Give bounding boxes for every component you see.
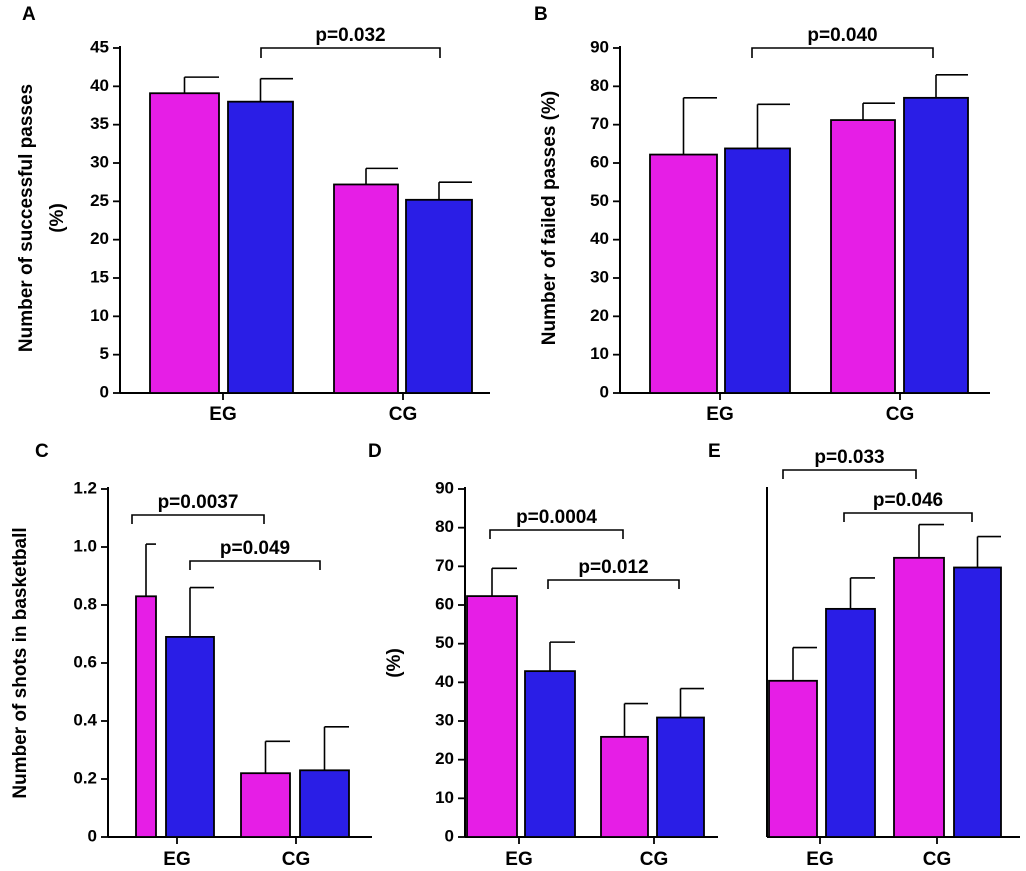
y-tick-label: 20 (590, 306, 609, 325)
p-value-label: p=0.0004 (516, 507, 597, 528)
y-tick-label: 0 (100, 382, 109, 401)
panel-label: D (368, 441, 382, 462)
panel-c: C Number of shots in basketball 0 0.2 0.4 0.6… (10, 441, 372, 870)
x-tick-label: CG (282, 849, 311, 870)
bar-cg-series-2 (299, 769, 350, 838)
bar-eg-series-2 (524, 670, 576, 838)
y-tick-label: 10 (590, 344, 609, 363)
panel-label: B (534, 4, 548, 25)
y-tick-label: 60 (590, 152, 609, 171)
bar-eg-series-1 (768, 679, 818, 838)
y-tick-label: 20 (435, 749, 454, 768)
y-tick-label: 1.0 (73, 536, 97, 555)
y-axis-label: (%) (47, 203, 68, 233)
y-tick-label: 30 (590, 267, 609, 286)
x-tick-label: CG (886, 404, 915, 425)
y-tick-label: 0 (600, 382, 609, 401)
p-value-label: p=0.046 (873, 490, 943, 511)
y-tick-label: 0.6 (73, 652, 97, 671)
y-tick-label: 0 (445, 826, 454, 845)
bar-eg-series-1 (649, 153, 718, 394)
y-tick-label: 40 (590, 229, 609, 248)
y-tick-label: 50 (590, 191, 609, 210)
y-tick-label: 0.4 (73, 710, 97, 729)
y-tick-label: 0.2 (73, 768, 97, 787)
panel-b: B Number of failed passes (%) 0 10 20 30 40 50 6… (534, 4, 990, 425)
x-tick-label: EG (806, 849, 833, 870)
bar-eg-series-2 (724, 147, 791, 394)
panel-label: E (708, 441, 721, 462)
bar-cg-series-2 (953, 566, 1002, 838)
y-tick-label: 0 (88, 826, 97, 845)
bar-cg-series-1 (893, 556, 945, 838)
x-tick-label: EG (505, 849, 532, 870)
bar-cg-series-1 (600, 735, 649, 838)
y-tick-label: 45 (90, 37, 109, 56)
y-tick-label: 90 (435, 478, 454, 497)
bar-eg-series-1 (466, 595, 518, 838)
bar-eg-series-1 (135, 595, 157, 838)
bar-eg-series-2 (825, 607, 876, 838)
y-tick-label: 15 (90, 267, 109, 286)
y-tick-label: 80 (435, 517, 454, 536)
y-axis-label: Number of failed passes (%) (539, 91, 560, 345)
p-value-label: p=0.040 (807, 25, 877, 46)
bar-cg-series-2 (903, 96, 969, 394)
y-tick-label: 70 (435, 556, 454, 575)
x-tick-label: CG (923, 849, 952, 870)
y-tick-label: 50 (435, 633, 454, 652)
p-value-label: p=0.032 (315, 25, 385, 46)
y-axis-label: Number of successful passes (16, 84, 37, 352)
bar-cg-series-2 (405, 198, 473, 394)
x-tick-label: EG (706, 404, 733, 425)
y-tick-label: 10 (90, 306, 109, 325)
y-axis-label: Number of shots in basketball (10, 527, 31, 798)
panel-d: D (%) 0 10 20 30 40 50 60 70 80 90 EG CG p=0.0004 p=0.0… (368, 441, 718, 870)
bar-cg-series-1 (830, 119, 896, 394)
panel-label: C (35, 441, 49, 462)
significance-bracket (782, 469, 917, 479)
y-tick-label: 30 (435, 710, 454, 729)
p-value-label: p=0.012 (578, 557, 648, 578)
bar-eg-series-2 (165, 636, 215, 838)
p-value-label: p=0.033 (814, 447, 884, 468)
y-tick-label: 10 (435, 788, 454, 807)
y-tick-label: 60 (435, 594, 454, 613)
bar-cg-series-1 (240, 772, 291, 838)
significance-bracket (489, 529, 624, 539)
y-tick-label: 20 (90, 229, 109, 248)
y-tick-label: 5 (100, 344, 109, 363)
significance-bracket (260, 47, 441, 58)
significance-bracket (547, 579, 680, 589)
y-tick-label: 1.2 (73, 478, 97, 497)
significance-bracket (131, 514, 265, 524)
significance-bracket (843, 512, 973, 522)
y-tick-label: 40 (435, 672, 454, 691)
y-tick-label: 40 (90, 76, 109, 95)
bar-cg-series-1 (333, 183, 399, 394)
significance-bracket (189, 560, 321, 570)
y-tick-label: 30 (90, 152, 109, 171)
y-tick-label: 80 (590, 76, 609, 95)
y-axis-label: (%) (384, 648, 405, 678)
p-value-label: p=0.0037 (158, 492, 239, 513)
y-tick-label: 25 (90, 191, 109, 210)
y-tick-label: 70 (590, 114, 609, 133)
panel-a: A Number of successful passes (%) 0 5 10 15 20 2… (16, 4, 490, 425)
panel-label: A (22, 4, 36, 25)
x-tick-label: CG (389, 404, 418, 425)
y-tick-label: 35 (90, 114, 109, 133)
bar-cg-series-2 (656, 716, 705, 838)
y-tick-label: 0.8 (73, 594, 97, 613)
p-value-label: p=0.049 (220, 538, 290, 559)
x-tick-label: CG (640, 849, 669, 870)
bar-eg-series-1 (149, 92, 220, 394)
bar-eg-series-2 (227, 100, 294, 394)
significance-bracket (751, 47, 934, 58)
y-tick-label: 90 (590, 37, 609, 56)
x-tick-label: EG (209, 404, 236, 425)
x-tick-label: EG (163, 849, 190, 870)
panel-e: E EG CG p=0.033 p=0.046 (708, 441, 1020, 870)
